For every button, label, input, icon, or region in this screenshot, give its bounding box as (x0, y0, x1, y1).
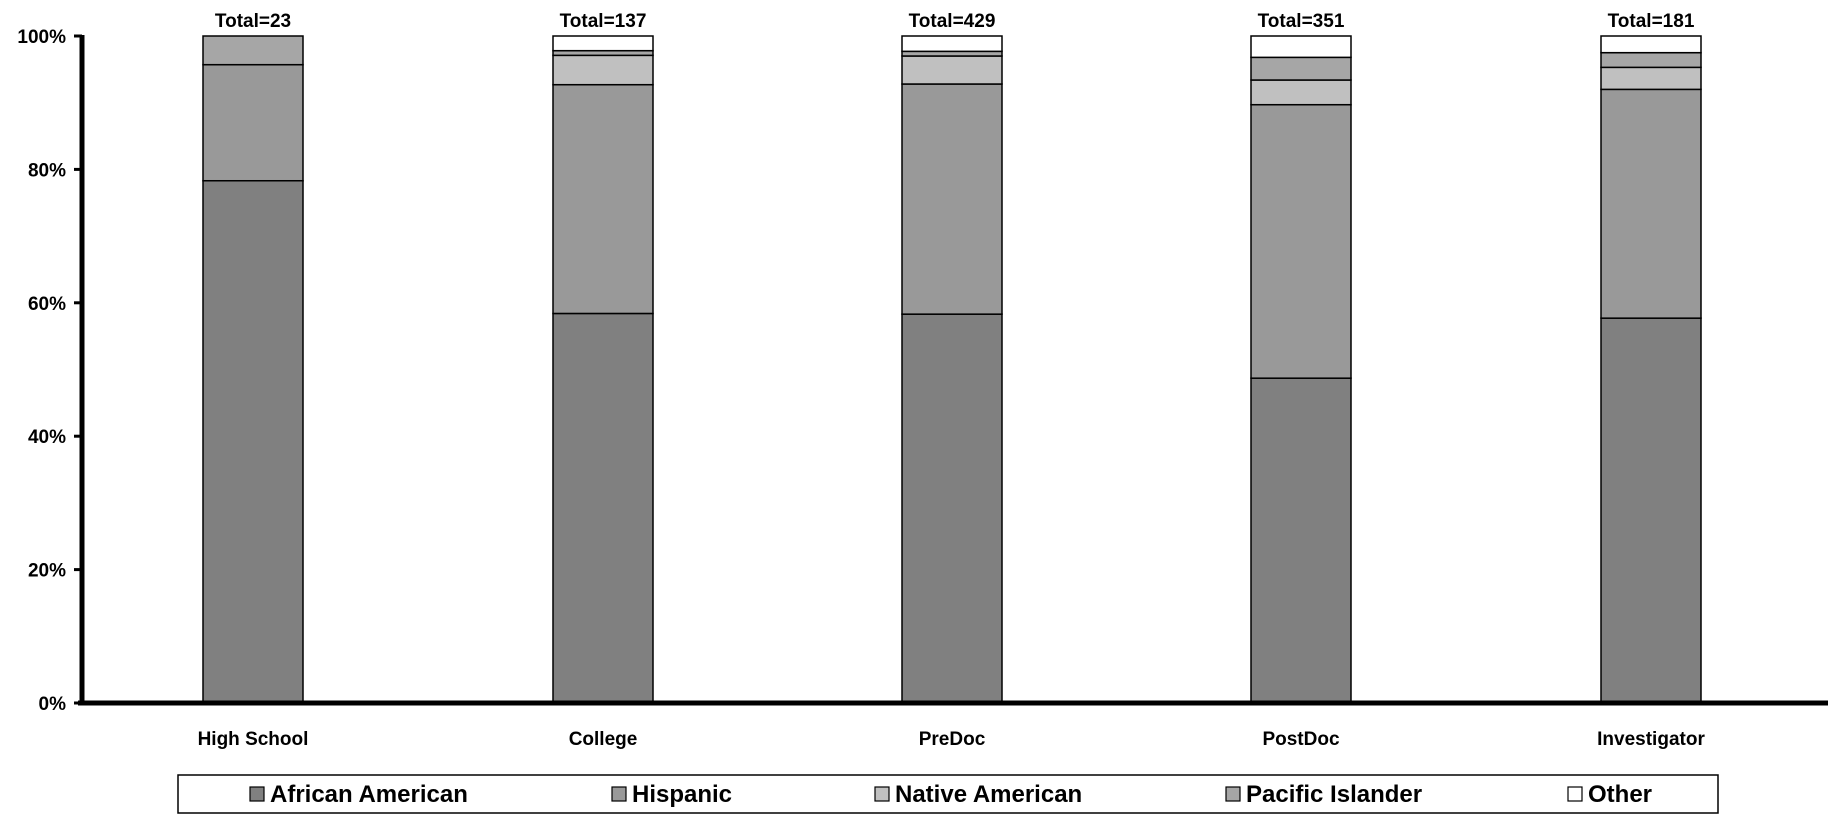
y-tick-label-0: 0% (39, 694, 67, 715)
total-label-high-school: Total=23 (215, 11, 291, 32)
y-tick-label-4: 80% (28, 160, 66, 181)
bar-segment-investigator-african-american (1600, 317, 1702, 704)
legend-swatch-other (1567, 786, 1583, 802)
bar-segment-predoc-african-american (901, 313, 1003, 704)
legend-label-african-american: African American (270, 781, 468, 808)
bar-segment-postdoc-other (1250, 35, 1352, 59)
labels-group: Total=23 High School Total=137 College Total… (17, 11, 1705, 750)
bar-segment-predoc-other (901, 35, 1003, 53)
legend-label-native-american: Native American (895, 781, 1082, 808)
bar-segment-predoc-native-american (901, 55, 1003, 85)
legend-swatch-pacific-islander (1225, 786, 1241, 802)
y-tick-label-2: 40% (28, 427, 66, 448)
bar-segment-postdoc-hispanic (1250, 103, 1352, 379)
legend-swatch-native-american (874, 786, 890, 802)
total-label-investigator: Total=181 (1608, 11, 1695, 32)
bar-segment-investigator-pacific-islander (1600, 51, 1702, 69)
bar-segment-college-native-american (552, 54, 654, 86)
legend-box (177, 774, 1719, 814)
bars-group (202, 35, 1702, 704)
axes-group (74, 34, 1828, 706)
bar-segment-postdoc-african-american (1250, 377, 1352, 704)
bar-segment-high-school-african-american (202, 179, 304, 704)
x-tick-label-predoc: PreDoc (919, 729, 986, 750)
bar-segment-investigator-hispanic (1600, 88, 1702, 319)
bar-segment-investigator-native-american (1600, 66, 1702, 91)
legend-swatch-hispanic (611, 786, 627, 802)
y-tick-label-1: 20% (28, 561, 66, 582)
legend-swatch-african-american (249, 786, 265, 802)
legend-label-hispanic: Hispanic (632, 781, 732, 808)
x-tick-label-postdoc: PostDoc (1262, 729, 1340, 750)
bar-segment-high-school-hispanic (202, 63, 304, 182)
x-tick-label-college: College (569, 729, 638, 750)
bar-segment-high-school-pacific-islander (202, 35, 304, 66)
legend: African American Hispanic Native American P… (177, 774, 1719, 814)
y-tick-label-3: 60% (28, 294, 66, 315)
bar-segment-college-other (552, 35, 654, 52)
bar-segment-college-african-american (552, 312, 654, 704)
legend-label-pacific-islander: Pacific Islander (1246, 781, 1422, 808)
x-tick-label-investigator: Investigator (1597, 729, 1705, 750)
bar-segment-postdoc-native-american (1250, 79, 1352, 106)
total-label-postdoc: Total=351 (1258, 11, 1345, 32)
y-tick-label-5: 100% (17, 27, 66, 48)
total-label-predoc: Total=429 (909, 11, 996, 32)
bar-segment-predoc-hispanic (901, 83, 1003, 315)
bar-segment-college-hispanic (552, 83, 654, 315)
legend-label-other: Other (1588, 781, 1652, 808)
x-tick-label-high-school: High School (198, 729, 309, 750)
bar-segment-investigator-other (1600, 35, 1702, 54)
total-label-college: Total=137 (560, 11, 647, 32)
bar-segment-postdoc-pacific-islander (1250, 56, 1352, 81)
